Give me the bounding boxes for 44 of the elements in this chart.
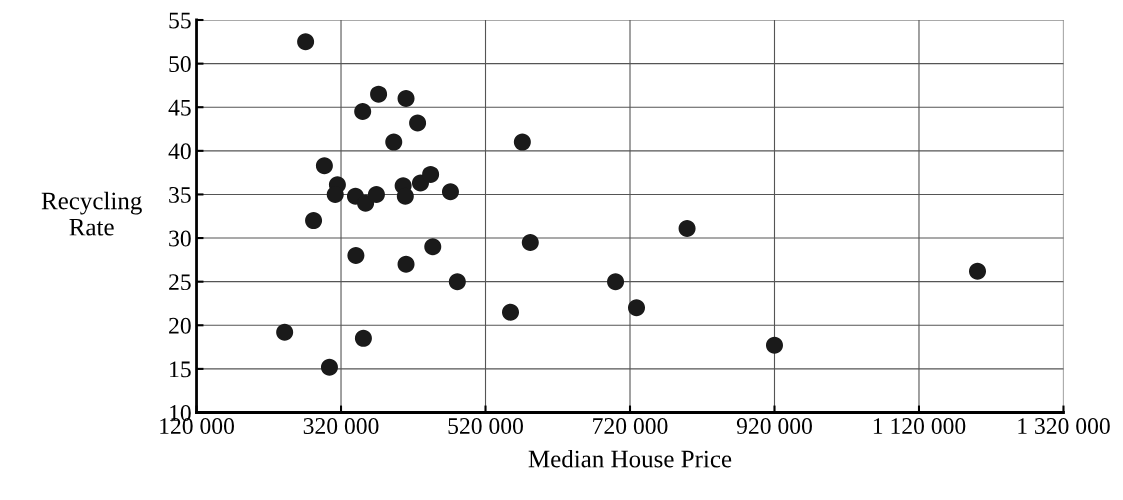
y-tick-label: 20 [169,317,191,334]
y-tick-label: 40 [168,143,191,160]
y-tick-label: 55 [169,12,191,29]
point [385,133,403,151]
point [305,212,323,230]
point [513,133,531,151]
point [347,246,365,265]
y-tick-label: 30 [169,230,191,247]
point [448,273,466,291]
x-tick-label: 320 000 [303,418,379,434]
point [397,89,415,108]
point [607,273,625,291]
point [969,262,987,280]
point [424,238,442,256]
point [320,358,338,376]
y-axis-title: Recycling Rate [41,191,142,236]
point [397,255,415,273]
point [276,323,294,341]
point [502,303,520,321]
point [354,329,372,347]
point [367,185,385,203]
y-tick-label: 15 [170,361,191,378]
point [521,233,539,251]
point [297,33,315,51]
y-tick-label: 35 [169,187,191,203]
y-tick-label: 45 [168,99,191,116]
point [765,336,783,354]
point [354,103,372,121]
x-tick-label: 920 000 [736,418,812,434]
point [678,219,696,237]
x-axis-title: Median House Price [528,449,732,468]
point [628,299,646,317]
y-tick-label: 50 [169,56,191,73]
y-tick-label: 25 [169,274,191,291]
point [396,187,414,205]
point [422,165,440,183]
x-tick-label: 720 000 [593,418,668,434]
point [441,183,459,201]
point [409,114,427,132]
point [315,157,333,175]
point [370,85,388,103]
x-tick-label: 520 000 [448,418,523,434]
x-tick-label: 1 320 000 [1018,418,1110,434]
x-tick-label: 1 120 000 [873,418,966,434]
